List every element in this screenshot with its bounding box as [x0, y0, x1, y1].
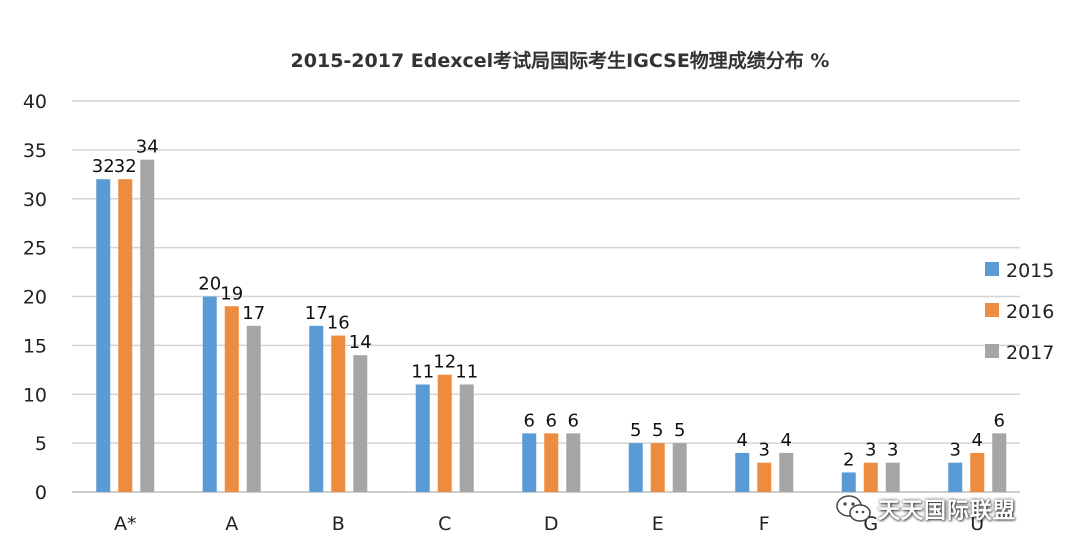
bar: [522, 433, 537, 492]
data-label: 5: [674, 420, 685, 441]
bar: [353, 355, 368, 492]
bar: [948, 462, 963, 492]
legend-label: 2015: [1006, 260, 1054, 282]
bar: [544, 433, 559, 492]
bar: [140, 159, 155, 492]
y-tick-label: 10: [23, 384, 47, 406]
data-label: 5: [652, 420, 663, 441]
x-tick-label: A*: [114, 513, 137, 535]
data-label: 6: [994, 410, 1005, 431]
data-label: 4: [781, 430, 792, 451]
bar: [650, 443, 665, 492]
bar: [672, 443, 687, 492]
data-label: 20: [198, 274, 221, 295]
data-label: 17: [305, 303, 328, 324]
bar: [437, 374, 452, 492]
data-label: 3: [887, 440, 898, 461]
legend: 2015 2016 2017: [985, 260, 1054, 364]
y-tick-label: 0: [35, 482, 47, 504]
bar: [757, 462, 772, 492]
y-tick-label: 5: [35, 433, 47, 455]
legend-swatch: [985, 303, 999, 317]
data-label: 6: [524, 410, 535, 431]
bar: [96, 179, 111, 492]
watermark-text: 天天国际联盟: [878, 499, 1017, 524]
bar: [885, 462, 900, 492]
wechat-icon: [836, 495, 871, 522]
data-label: 6: [546, 410, 557, 431]
bar: [202, 296, 217, 492]
bar: [415, 384, 430, 492]
data-label: 14: [349, 332, 372, 353]
bar: [331, 335, 346, 492]
bar: [246, 325, 261, 492]
bars-group: [96, 159, 1007, 492]
data-label: 11: [411, 361, 434, 382]
data-label: 4: [737, 430, 748, 451]
data-label: 32: [114, 156, 137, 177]
x-tick-label: E: [652, 513, 664, 535]
data-label: 32: [92, 156, 115, 177]
y-tick-label: 15: [23, 335, 47, 357]
legend-label: 2016: [1006, 301, 1054, 323]
data-label: 12: [433, 352, 456, 373]
bar: [970, 452, 985, 492]
bar: [566, 433, 581, 492]
bar: [628, 443, 643, 492]
data-label: 2: [843, 449, 854, 470]
legend-swatch: [985, 262, 999, 276]
x-axis: A* A B C D E F G U: [114, 513, 984, 535]
x-tick-label: D: [544, 513, 559, 535]
bar: [309, 325, 324, 492]
legend-label: 2017: [1006, 342, 1054, 364]
data-label: 5: [630, 420, 641, 441]
x-tick-label: U: [970, 513, 984, 535]
bar: [735, 452, 750, 492]
y-tick-label: 35: [23, 140, 47, 162]
chart-title: 2015-2017 Edexcel考试局国际考生IGCSE物理成绩分布 %: [291, 49, 830, 72]
x-tick-label: F: [759, 513, 770, 535]
bar: [118, 179, 133, 492]
data-label: 19: [220, 283, 243, 304]
bar: [992, 433, 1007, 492]
legend-swatch: [985, 344, 999, 358]
bar: [841, 472, 856, 492]
data-label: 34: [136, 137, 159, 158]
x-tick-label: A: [225, 513, 238, 535]
data-label: 16: [327, 313, 350, 334]
x-tick-label: B: [332, 513, 345, 535]
y-axis: 0 5 10 15 20 25 30 35 40: [23, 91, 47, 504]
bar: [779, 452, 794, 492]
data-label: 3: [950, 440, 961, 461]
data-label: 6: [568, 410, 579, 431]
bar: [863, 462, 878, 492]
y-tick-label: 25: [23, 238, 47, 260]
data-label: 11: [455, 361, 478, 382]
data-label: 17: [242, 303, 265, 324]
y-tick-label: 20: [23, 287, 47, 309]
y-tick-label: 30: [23, 189, 47, 211]
data-label: 4: [972, 430, 983, 451]
bar: [459, 384, 474, 492]
watermark: 天天国际联盟: [836, 489, 1016, 529]
data-label: 3: [865, 440, 876, 461]
y-tick-label: 40: [23, 91, 47, 113]
data-label: 3: [759, 440, 770, 461]
x-tick-label: C: [438, 513, 451, 535]
bar: [224, 306, 239, 492]
